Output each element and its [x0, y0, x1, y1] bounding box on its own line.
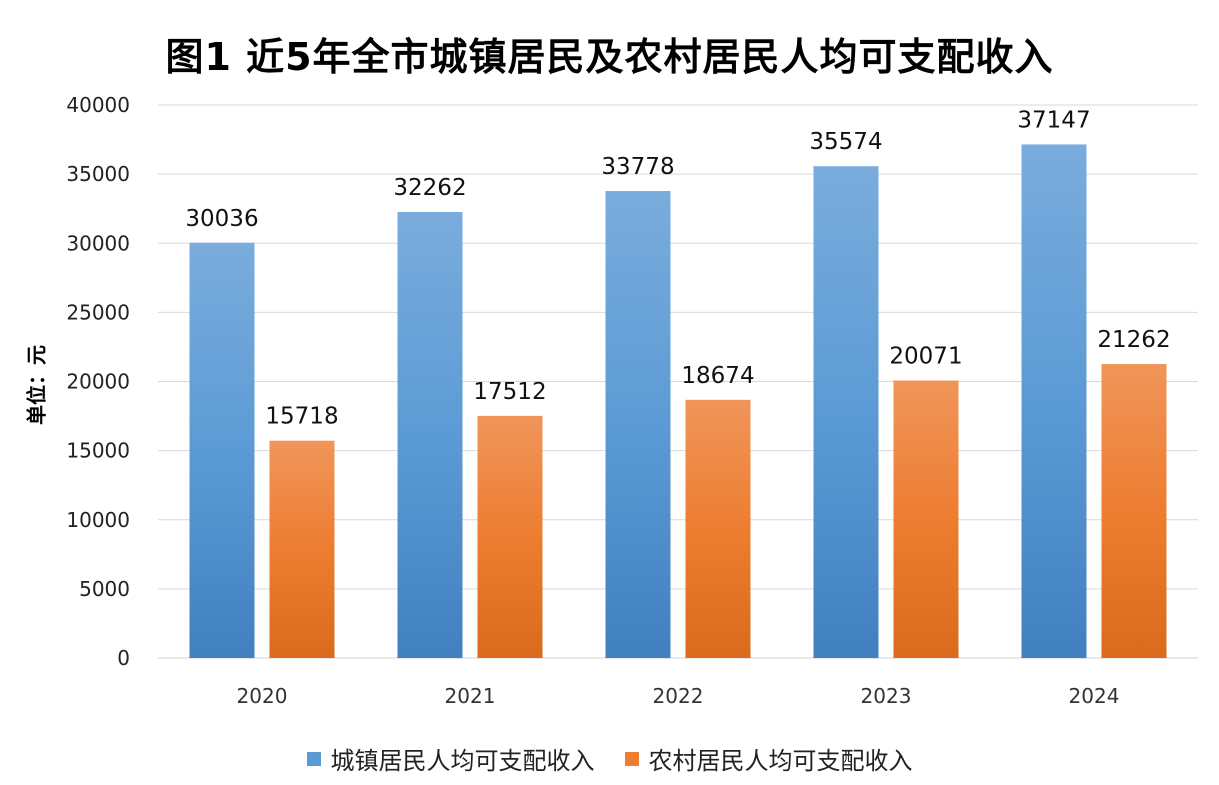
bar-rural-2022: [685, 399, 751, 658]
y-tick-label: 35000: [66, 162, 130, 186]
y-tick-label: 10000: [66, 508, 130, 532]
legend-label-rural: 农村居民人均可支配收入: [648, 747, 913, 775]
y-tick-label: 30000: [66, 231, 130, 255]
y-tick-label: 5000: [79, 577, 130, 601]
x-tick-label: 2020: [237, 684, 288, 708]
x-tick-label: 2021: [445, 684, 496, 708]
chart-title: 图1 近5年全市城镇居民及农村居民人均可支配收入: [165, 35, 1054, 79]
data-label-rural-2021: 17512: [473, 379, 546, 405]
bar-rural-2023: [893, 380, 959, 658]
bar-rural-2024: [1101, 364, 1167, 658]
y-tick-label: 40000: [66, 93, 130, 117]
x-tick-label: 2022: [653, 684, 704, 708]
legend-item-rural: 农村居民人均可支配收入: [624, 741, 913, 776]
bar-urban-2021: [397, 211, 463, 658]
legend-swatch-rural: [624, 751, 639, 766]
bar-urban-2020: [189, 242, 255, 658]
data-label-urban-2020: 30036: [185, 206, 258, 232]
legend-item-urban: 城镇居民人均可支配收入: [306, 741, 595, 776]
bars: [189, 144, 1167, 658]
data-label-rural-2022: 18674: [681, 363, 754, 389]
bar-urban-2024: [1021, 144, 1087, 658]
data-label-rural-2023: 20071: [889, 344, 962, 370]
x-tick-labels: 2020 2021 2022 2023 2024: [237, 684, 1120, 708]
data-label-rural-2020: 15718: [265, 404, 338, 430]
x-tick-label: 2023: [861, 684, 912, 708]
data-label-urban-2024: 37147: [1017, 107, 1090, 133]
y-tick-label: 25000: [66, 300, 130, 324]
y-tick-label: 20000: [66, 370, 130, 394]
data-label-urban-2022: 33778: [601, 154, 674, 180]
legend: 城镇居民人均可支配收入 农村居民人均可支配收入: [0, 741, 1219, 776]
bar-urban-2023: [813, 166, 879, 658]
legend-label-urban: 城镇居民人均可支配收入: [330, 747, 595, 775]
bar-urban-2022: [605, 191, 671, 658]
bar-rural-2020: [269, 440, 335, 658]
legend-swatch-urban: [306, 751, 321, 766]
y-tick-labels: 0 5000 10000 15000 20000 25000 30000 35000 40000: [66, 93, 130, 670]
y-tick-label: 0: [117, 646, 130, 670]
data-label-urban-2023: 35574: [809, 129, 882, 155]
data-labels: 30036 15718 32262 17512 33778 18674 35574 20071…: [185, 107, 1170, 429]
y-tick-label: 15000: [66, 439, 130, 463]
x-tick-label: 2024: [1069, 684, 1120, 708]
bar-rural-2021: [477, 415, 543, 658]
data-label-urban-2021: 32262: [393, 175, 466, 201]
data-label-rural-2024: 21262: [1097, 327, 1170, 353]
